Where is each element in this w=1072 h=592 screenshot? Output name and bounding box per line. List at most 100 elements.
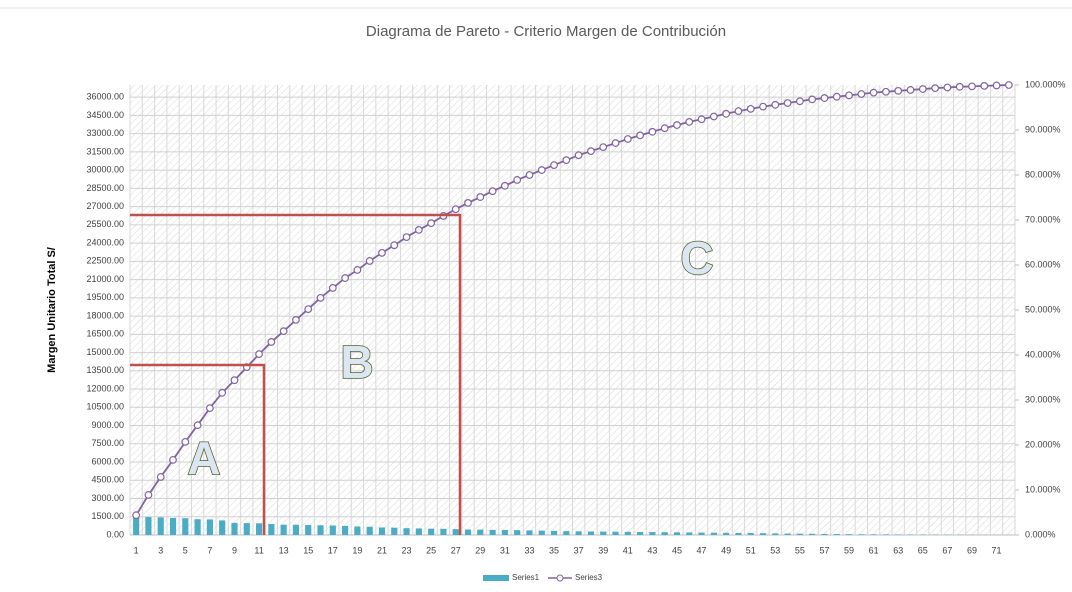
x-tick-label: 9 bbox=[232, 545, 237, 555]
marker bbox=[611, 139, 620, 147]
x-tick-label: 23 bbox=[402, 545, 412, 555]
bar bbox=[649, 532, 656, 535]
marker bbox=[537, 166, 546, 174]
y-tick-label: 3000.00 bbox=[91, 493, 124, 503]
marker bbox=[550, 161, 558, 170]
bar bbox=[514, 530, 521, 535]
marker bbox=[205, 404, 214, 413]
marker bbox=[918, 85, 927, 93]
y-tick-label: 33000.00 bbox=[86, 128, 124, 138]
x-tick-label: 59 bbox=[844, 545, 854, 555]
bar bbox=[219, 520, 226, 535]
bar bbox=[231, 522, 238, 535]
marker bbox=[476, 193, 485, 201]
marker bbox=[304, 305, 313, 314]
x-tick-label: 33 bbox=[524, 545, 534, 555]
marker bbox=[709, 112, 718, 121]
marker bbox=[857, 90, 866, 98]
y-tick-label: 25500.00 bbox=[86, 219, 124, 229]
bar bbox=[206, 519, 213, 535]
marker bbox=[574, 151, 583, 160]
bar bbox=[317, 525, 324, 535]
marker bbox=[623, 135, 632, 143]
y-tick-label: 9000.00 bbox=[91, 420, 124, 430]
marker bbox=[759, 102, 767, 111]
marker bbox=[414, 225, 423, 234]
marker bbox=[144, 491, 153, 499]
marker bbox=[832, 92, 841, 101]
bar bbox=[870, 534, 877, 535]
bar bbox=[415, 528, 422, 535]
marker bbox=[328, 284, 337, 292]
marker bbox=[795, 97, 804, 106]
y2-tick-label: 60.000% bbox=[1025, 259, 1061, 269]
x-tick-label: 29 bbox=[475, 545, 485, 555]
y-tick-label: 18000.00 bbox=[86, 310, 124, 320]
bar bbox=[661, 532, 668, 535]
y2-tick-label: 90.000% bbox=[1025, 124, 1061, 134]
y-tick-label: 6000.00 bbox=[91, 456, 124, 466]
bar bbox=[612, 531, 619, 535]
y-tick-label: 16500.00 bbox=[86, 329, 124, 339]
marker bbox=[673, 121, 681, 129]
bar bbox=[587, 531, 595, 535]
y2-tick-label: 30.000% bbox=[1025, 394, 1061, 404]
marker bbox=[845, 91, 853, 100]
bar bbox=[501, 530, 508, 535]
x-tick-label: 61 bbox=[869, 545, 879, 555]
y-tick-label: 15000.00 bbox=[86, 347, 124, 357]
bar bbox=[268, 524, 275, 535]
bar bbox=[378, 527, 386, 535]
marker bbox=[132, 511, 141, 520]
bar bbox=[747, 533, 754, 535]
x-tick-label: 27 bbox=[451, 545, 461, 555]
bar bbox=[182, 518, 189, 535]
bar bbox=[489, 529, 496, 535]
marker bbox=[697, 115, 706, 124]
x-tick-label: 19 bbox=[352, 545, 362, 555]
marker bbox=[181, 437, 190, 446]
y-axis-title: Margen Unitario Total S/ bbox=[46, 247, 58, 373]
y-tick-label: 10500.00 bbox=[86, 402, 124, 412]
bar bbox=[784, 533, 791, 535]
y-tick-label: 0.00 bbox=[106, 529, 124, 539]
marker bbox=[808, 95, 817, 104]
marker bbox=[869, 88, 878, 97]
bar bbox=[133, 516, 140, 535]
marker bbox=[882, 87, 890, 96]
marker bbox=[968, 82, 976, 91]
bar bbox=[895, 534, 902, 535]
x-tick-label: 13 bbox=[279, 545, 289, 555]
marker bbox=[365, 257, 374, 265]
x-tick-label: 69 bbox=[967, 545, 977, 555]
x-tick-label: 5 bbox=[183, 545, 188, 555]
y2-tick-label: 100.000% bbox=[1025, 79, 1066, 89]
bar bbox=[759, 533, 767, 535]
marker bbox=[525, 171, 534, 179]
bar bbox=[772, 533, 779, 535]
legend-swatch bbox=[483, 575, 509, 581]
marker bbox=[279, 327, 288, 336]
y2-tick-label: 80.000% bbox=[1025, 169, 1061, 179]
x-tick-label: 53 bbox=[770, 545, 780, 555]
bar bbox=[169, 517, 177, 535]
threshold-b bbox=[130, 213, 462, 535]
bar bbox=[477, 529, 484, 535]
marker bbox=[943, 83, 952, 92]
bar bbox=[305, 525, 312, 535]
y-tick-label: 19500.00 bbox=[86, 292, 124, 302]
x-tick-label: 17 bbox=[328, 545, 338, 555]
marker bbox=[513, 176, 522, 184]
x-tick-label: 15 bbox=[303, 545, 313, 555]
bar bbox=[194, 519, 201, 535]
y-tick-label: 4500.00 bbox=[91, 475, 124, 485]
marker bbox=[267, 338, 276, 346]
marker bbox=[316, 293, 325, 302]
x-tick-label: 67 bbox=[942, 545, 952, 555]
legend-label: Series3 bbox=[575, 573, 603, 582]
bar bbox=[686, 532, 693, 535]
x-tick-label: 55 bbox=[795, 545, 805, 555]
marker bbox=[451, 205, 460, 214]
marker bbox=[1004, 81, 1013, 89]
marker bbox=[488, 187, 497, 196]
